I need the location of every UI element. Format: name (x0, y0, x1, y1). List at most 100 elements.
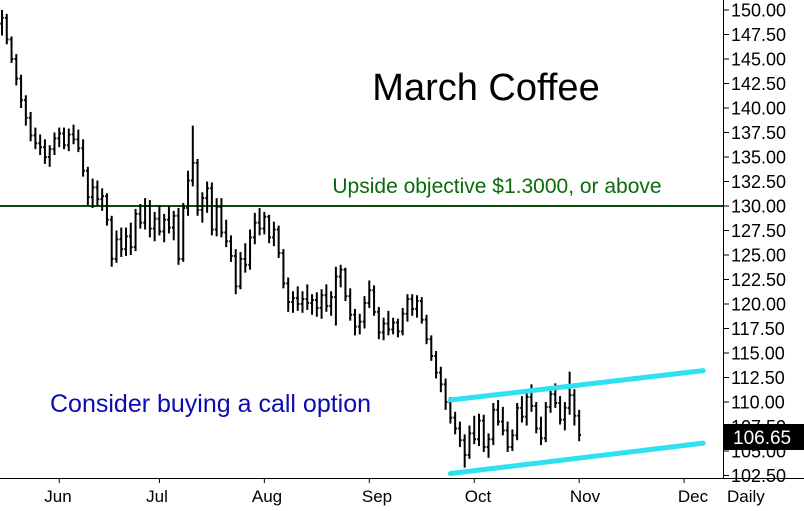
ohlc-bar (114, 230, 119, 263)
ohlc-bar (324, 284, 329, 312)
ohlc-bar (291, 291, 295, 313)
ohlc-bar (362, 296, 367, 329)
ohlc-bar (319, 289, 324, 319)
ohlc-bar (305, 284, 310, 310)
ohlc-bar (338, 264, 343, 288)
ohlc-bar (57, 127, 62, 148)
ohlc-bar (109, 215, 114, 267)
ohlc-bar (205, 181, 209, 213)
ohlc-bar (539, 416, 543, 446)
x-tick-label: Sep (362, 487, 392, 506)
ohlc-bar (14, 54, 19, 86)
y-tick-label: 140.00 (731, 99, 786, 119)
last-price-label: 106.65 (733, 428, 791, 449)
ohlc-bar (424, 314, 429, 345)
ohlc-bar (534, 402, 539, 434)
ohlc-bar (572, 389, 577, 426)
ohlc-bar (491, 402, 496, 446)
ohlc-bar (81, 139, 85, 177)
ohlc-bar (329, 291, 333, 316)
ohlc-bar (186, 170, 190, 216)
ohlc-bar (405, 294, 410, 322)
ohlc-bar (396, 318, 400, 338)
ohlc-bar (90, 178, 95, 208)
ohlc-bar (372, 285, 376, 316)
x-tick-label: Jul (146, 487, 168, 506)
ohlc-bar (334, 266, 338, 326)
ohlc-bar (515, 402, 519, 441)
ohlc-bar (224, 219, 228, 248)
y-tick-label: 120.00 (731, 295, 786, 315)
ohlc-bar (105, 193, 109, 226)
ohlc-bar (472, 415, 477, 445)
ohlc-bar (563, 402, 567, 431)
ohlc-bar (348, 288, 353, 321)
ohlc-bar (9, 36, 14, 63)
ohlc-bar (453, 411, 457, 435)
y-tick-label: 110.00 (731, 393, 785, 413)
ohlc-bar (391, 317, 395, 335)
ohlc-bar (315, 292, 319, 317)
ohlc-bar (28, 111, 33, 142)
ohlc-bar (157, 205, 162, 236)
ohlc-bar (219, 198, 224, 238)
ohlc-bar (238, 252, 243, 290)
ohlc-bar (381, 317, 386, 341)
ohlc-bar (505, 421, 510, 452)
ohlc-bar (386, 310, 391, 336)
y-tick-label: 132.50 (731, 172, 786, 192)
ohlc-bar (357, 313, 362, 335)
y-tick-label: 127.50 (731, 221, 786, 241)
ohlc-bar (119, 227, 124, 257)
ohlc-bar (310, 294, 314, 315)
ohlc-bar (171, 210, 176, 241)
y-tick-label: 125.00 (731, 246, 786, 266)
ohlc-bar (214, 198, 219, 237)
ohlc-bar (233, 249, 238, 295)
ohlc-bar (486, 433, 491, 458)
ohlc-bar (0, 10, 4, 36)
ohlc-bar (281, 249, 286, 289)
ohlc-bar (419, 297, 424, 324)
ohlc-bar (100, 188, 104, 211)
ohlc-bar (24, 95, 28, 126)
ohlc-bar (133, 208, 138, 252)
ohlc-bar (524, 391, 529, 426)
ohlc-bar (52, 132, 57, 156)
x-tick-label: Jun (44, 487, 71, 506)
chart-title: March Coffee (372, 67, 599, 109)
ohlc-bar (501, 406, 505, 436)
ohlc-bar (176, 207, 181, 265)
y-tick-label: 147.50 (731, 25, 786, 45)
x-tick-label: Nov (570, 487, 601, 506)
ohlc-bar (19, 74, 23, 108)
ohlc-bar (377, 306, 381, 340)
ohlc-bar (124, 227, 128, 256)
ohlc-bar (462, 434, 467, 468)
ohlc-bar (152, 211, 157, 242)
ohlc-bar (410, 294, 415, 316)
ohlc-bar (548, 388, 553, 413)
ohlc-bar (62, 127, 66, 150)
ohlc-bar (66, 128, 71, 152)
x-tick-label: Dec (678, 487, 709, 506)
ohlc-bar (577, 409, 581, 442)
ohlc-bar (143, 198, 147, 230)
channel-lower-line (447, 440, 706, 477)
ohlc-bar (138, 204, 143, 229)
ohlc-bar (33, 127, 38, 150)
ohlc-bar (181, 203, 186, 262)
ohlc-bar (543, 402, 548, 443)
y-tick-label: 142.50 (731, 74, 786, 94)
ohlc-bar (267, 214, 271, 244)
ohlc-bar (229, 235, 233, 262)
ohlc-bar (86, 166, 90, 206)
y-tick-label: 117.50 (731, 319, 785, 339)
ohlc-bar (262, 211, 267, 235)
ohlc-bar (567, 371, 572, 415)
ohlc-bar (162, 213, 166, 243)
y-tick-label: 150.00 (731, 1, 786, 21)
trend-channel (447, 368, 706, 477)
y-tick-label: 115.00 (731, 344, 785, 364)
